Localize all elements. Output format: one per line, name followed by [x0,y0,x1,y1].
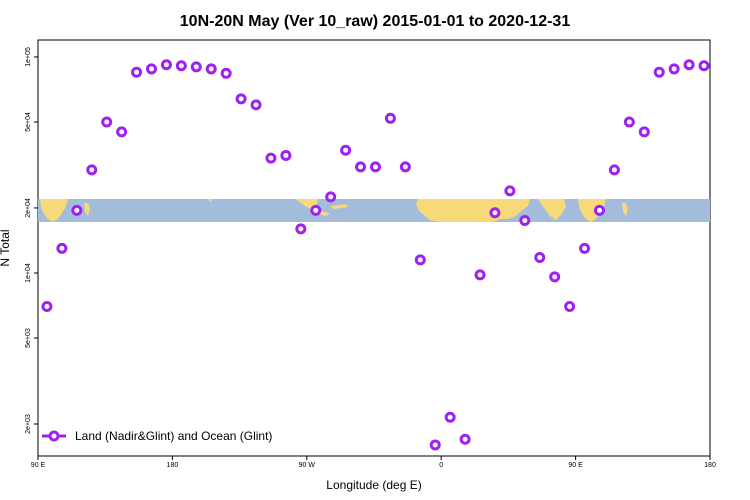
data-point [235,93,247,105]
data-point [683,59,695,71]
data-point [190,61,202,73]
y-tick-label: 1e+04 [25,263,32,283]
data-point [668,63,680,75]
world-map-strip [38,199,710,222]
land-islet [208,199,212,202]
y-tick-label: 5e+03 [25,328,32,348]
data-point [564,300,576,312]
data-point [504,185,516,197]
data-point [56,242,68,254]
data-point [280,149,292,161]
data-point [414,254,426,266]
data-point [399,161,411,173]
data-point [325,191,337,203]
data-point [175,60,187,72]
x-tick-label: 90 E [568,462,583,469]
data-point [444,411,456,423]
ocean-band [38,199,710,222]
data-point [519,214,531,226]
data-point [623,116,635,128]
data-point [295,223,307,235]
data-point [384,112,396,124]
data-point [459,433,471,445]
data-point [534,251,546,263]
x-axis-label: Longitude (deg E) [326,478,421,492]
data-point [131,66,143,78]
data-point [86,164,98,176]
land-philippines-repeat [622,203,628,216]
legend-entry-label: Land (Nadir&Glint) and Ocean (Glint) [75,429,272,443]
x-tick-label: 90 W [299,462,316,469]
data-point [698,60,710,72]
x-tick-label: 90 E [31,462,46,469]
data-point [116,126,128,138]
data-point [220,67,232,79]
land-india-se-asia [40,199,68,222]
data-point [205,63,217,75]
y-tick-label: 2e+04 [25,198,32,218]
y-tick-label: 2e+03 [25,414,32,434]
plot-frame [37,39,711,457]
legend: Land (Nadir&Glint) and Ocean (Glint) [42,429,272,443]
data-point [250,99,262,111]
x-tick-label: 180 [704,462,716,469]
land-caribbean [330,204,348,209]
data-point [653,66,665,78]
x-tick-label: 180 [167,462,179,469]
data-point [429,439,441,451]
data-point [310,204,322,216]
land-west-africa [416,199,530,222]
data-point [355,161,367,173]
land-masses [40,199,628,222]
data-points [41,59,710,451]
data-point [474,269,486,281]
x-tick-label: 0 [439,462,443,469]
y-axis: 2e+03 5e+03 1e+04 2e+04 5e+04 1e+05 [25,47,38,434]
data-point [593,204,605,216]
legend-point-swatch [48,430,60,442]
data-point [638,126,650,138]
data-point [145,63,157,75]
data-point [71,204,83,216]
data-point [489,207,501,219]
y-axis-label: N Total [0,229,12,266]
data-point [160,59,172,71]
y-tick-label: 1e+05 [25,47,32,67]
data-point [101,116,113,128]
land-india-repeat [578,199,606,222]
data-point [579,242,591,254]
data-point [265,152,277,164]
data-point [369,161,381,173]
data-point [608,164,620,176]
data-point [41,300,53,312]
y-tick-label: 5e+04 [25,112,32,132]
land-philippines [84,203,90,216]
land-arabia-horn [538,199,566,220]
x-axis: 90 E 180 90 W 0 90 E 180 [31,456,716,469]
data-point [549,271,561,283]
data-point [340,144,352,156]
chart-title: 10N-20N May (Ver 10_raw) 2015-01-01 to 2… [180,13,571,30]
